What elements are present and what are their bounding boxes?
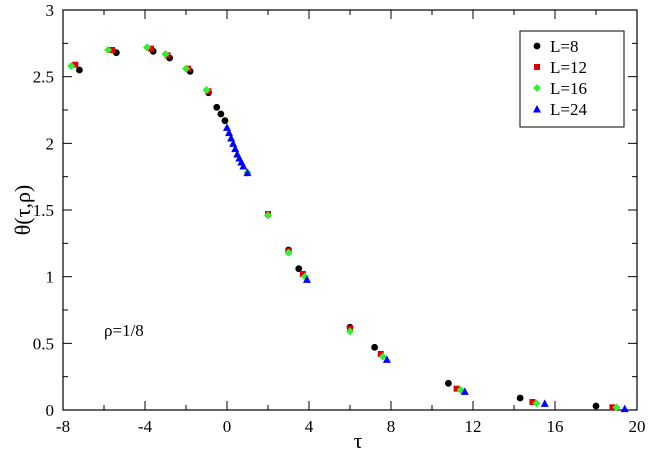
data-point <box>516 394 524 402</box>
x-tick-label: 20 <box>629 417 646 436</box>
legend-marker <box>533 105 541 113</box>
x-tick-label: -4 <box>138 417 153 436</box>
series-l-16 <box>67 43 621 412</box>
data-point <box>612 403 621 412</box>
data-point <box>284 248 293 257</box>
data-point <box>295 265 303 273</box>
data-point <box>239 162 248 170</box>
legend-marker <box>534 64 540 70</box>
data-point <box>532 399 541 408</box>
y-tick-label: 1.5 <box>33 201 54 220</box>
data-point <box>143 43 152 52</box>
data-point <box>76 66 83 74</box>
y-tick-label: 3 <box>46 1 55 20</box>
data-point <box>264 211 272 220</box>
data-point <box>346 327 354 336</box>
data-point <box>109 47 116 53</box>
y-tick-label: 2 <box>46 134 55 153</box>
x-tick-label: -8 <box>56 417 70 436</box>
legend-label: L=24 <box>550 100 587 119</box>
data-point <box>161 50 170 58</box>
data-point <box>453 385 460 392</box>
y-tick-label: 0.5 <box>33 334 54 353</box>
data-point <box>460 387 469 395</box>
y-axis-label: θ(τ,ρ) <box>10 185 35 236</box>
x-tick-label: 8 <box>387 417 396 436</box>
legend-label: L=16 <box>550 79 587 98</box>
legend-marker <box>533 42 541 50</box>
data-point <box>223 123 231 131</box>
series-l-24 <box>223 123 629 413</box>
data-point <box>445 379 452 387</box>
data-point <box>213 103 221 111</box>
y-tick-label: 0 <box>46 401 55 420</box>
tick-labels: -8 -4 0 4 8 12 16 20 0 0.5 1 1.5 2 2.5 3 <box>33 1 646 436</box>
legend: L=8 L=12 L=16 L=24 <box>519 30 625 128</box>
data-point <box>217 110 225 118</box>
x-axis-label: τ <box>354 428 363 453</box>
data-point <box>104 46 113 54</box>
data-point <box>377 351 384 357</box>
x-tick-label: 4 <box>305 417 314 436</box>
y-tick-label: 1 <box>46 268 55 287</box>
data-point <box>371 343 378 351</box>
data-point <box>299 271 306 277</box>
data-point <box>67 62 76 70</box>
x-tick-label: 16 <box>547 417 564 436</box>
axis-ticks <box>62 9 638 411</box>
data-point <box>148 45 155 52</box>
data-point <box>540 399 549 407</box>
data-point <box>243 168 252 177</box>
legend-marker <box>533 84 541 92</box>
data-points <box>67 43 629 413</box>
rho-annotation: ρ=1/8 <box>104 321 144 340</box>
legend-label: L=12 <box>550 58 587 77</box>
data-point <box>378 352 387 361</box>
data-point <box>609 404 616 411</box>
data-point <box>302 275 311 283</box>
data-point <box>221 117 229 125</box>
x-tick-label: 12 <box>465 417 482 436</box>
data-point <box>202 86 211 94</box>
x-tick-label: 0 <box>223 417 232 436</box>
data-point <box>620 404 629 413</box>
data-point <box>592 402 600 410</box>
legend-label: L=8 <box>550 37 578 56</box>
y-tick-label: 2.5 <box>33 68 54 87</box>
data-point <box>382 355 391 363</box>
data-point <box>529 399 536 405</box>
data-point <box>182 64 190 73</box>
data-point <box>72 61 79 68</box>
